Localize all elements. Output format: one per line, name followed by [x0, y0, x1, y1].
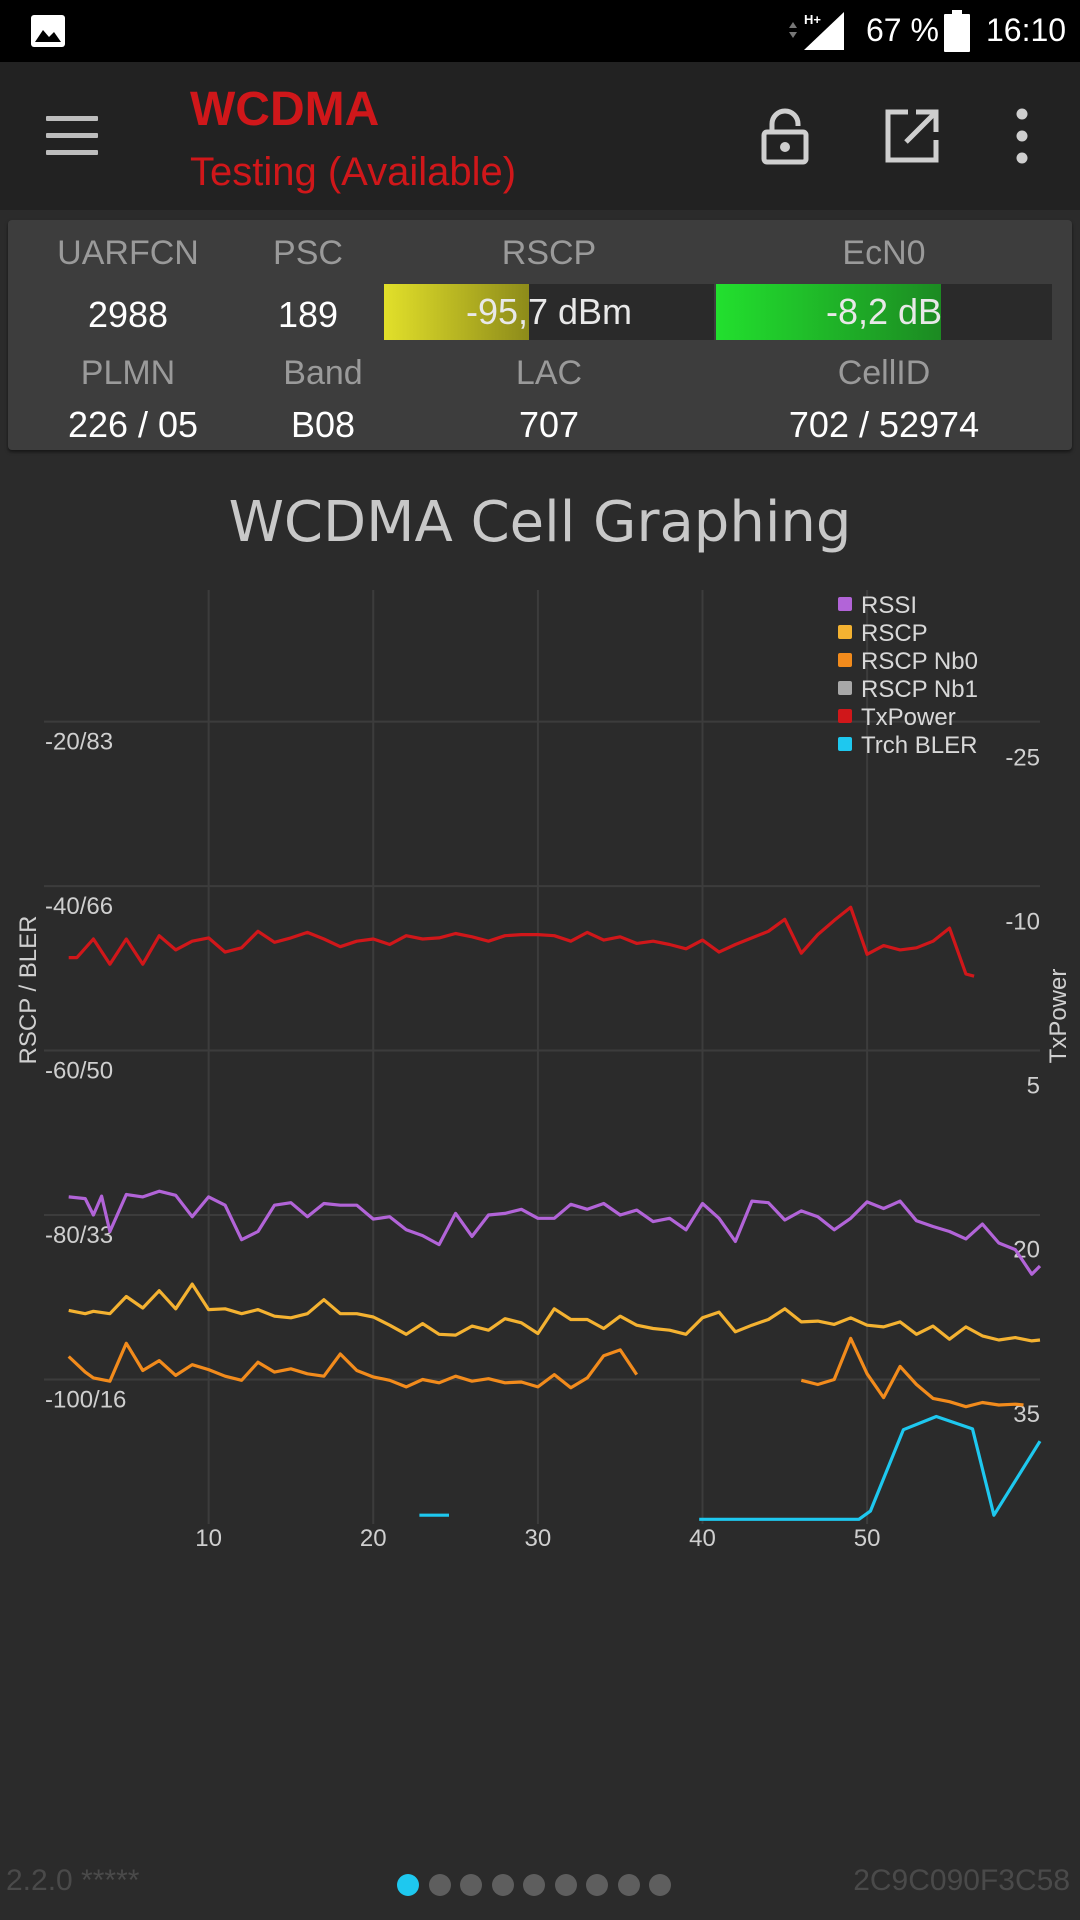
- y2-tick-label: -10: [1005, 908, 1040, 935]
- band-value: B08: [290, 404, 356, 445]
- rscp-level-bar: -95,7 dBm: [384, 284, 714, 340]
- uarfcn-label: UARFCN: [57, 234, 199, 272]
- series-trch-bler-line: [419, 1414, 1042, 1521]
- ecn0-value: -8,2 dB: [825, 291, 943, 332]
- lock-icon[interactable]: [749, 100, 821, 172]
- status-bar: H+ 67 % 16:10: [0, 0, 1080, 62]
- legend-label: Trch BLER: [861, 732, 977, 759]
- clock: 16:10: [986, 12, 1067, 48]
- lac-label: LAC: [515, 354, 583, 392]
- ecn0-level-fill: [716, 284, 942, 340]
- legend-label: RSCP Nb1: [861, 676, 978, 703]
- y-tick-label: -100/16: [45, 1387, 126, 1414]
- legend-swatch: [838, 597, 852, 611]
- y-tick-label: -60/50: [45, 1058, 113, 1085]
- battery-icon: [944, 10, 970, 52]
- legend-swatch: [838, 737, 852, 751]
- y-tick-label: -40/66: [45, 893, 113, 920]
- page-dot[interactable]: [554, 1874, 577, 1896]
- page-dot[interactable]: [523, 1874, 545, 1896]
- y-tick-label: -80/33: [45, 1222, 113, 1249]
- legend-swatch: [838, 625, 852, 639]
- legend-label: RSCP Nb0: [861, 648, 978, 675]
- rscp-value: -95,7 dBm: [465, 291, 633, 332]
- ecn0-level-bar: -8,2 dB: [716, 284, 1052, 340]
- plmn-label: PLMN: [80, 354, 176, 392]
- psc-label: PSC: [273, 234, 343, 272]
- rscp-level-fill: [384, 284, 530, 340]
- legend-label: RSCP: [861, 620, 928, 647]
- cell-info-panel: UARFCN PSC RSCP EcN0 2988 189 -95,7 dBm …: [8, 220, 1072, 450]
- y2-tick-label: 20: [1013, 1237, 1040, 1264]
- gallery-notification-icon: [31, 15, 65, 47]
- uarfcn-value: 2988: [87, 294, 169, 335]
- x-tick-label: 30: [525, 1525, 552, 1552]
- legend-label: TxPower: [861, 704, 956, 731]
- page-dot[interactable]: [586, 1874, 608, 1896]
- battery-percent: 67 %: [866, 12, 939, 48]
- x-tick-label: 20: [360, 1525, 387, 1552]
- signal-icon: H+: [789, 12, 844, 50]
- legend-swatch: [838, 709, 852, 723]
- y-axis-title: RSCP / BLER: [15, 916, 42, 1065]
- cell-graph-chart[interactable]: 10 20 30 40 50 -20/83 -40/66 -60/50 -80/33 -100/1…: [0, 560, 1080, 1560]
- y2-tick-label: 5: [1027, 1073, 1040, 1100]
- series-rscp-nb0-line: [67, 1336, 1024, 1409]
- legend-label: RSSI: [861, 592, 917, 619]
- page-dot[interactable]: [649, 1874, 671, 1896]
- ecn0-label: EcN0: [842, 234, 926, 272]
- x-tick-label: 10: [195, 1525, 222, 1552]
- open-in-new-icon[interactable]: [876, 100, 948, 172]
- x-tick-label: 50: [854, 1525, 881, 1552]
- page-dot[interactable]: [617, 1874, 640, 1896]
- page-dot[interactable]: [491, 1874, 514, 1896]
- toolbar-title: WCDMA: [190, 83, 380, 136]
- y2-axis-title: TxPower: [1045, 969, 1072, 1064]
- more-vert-icon[interactable]: [986, 100, 1058, 172]
- band-label: Band: [283, 354, 363, 392]
- series-rscp-line: [68, 1282, 1041, 1343]
- app-version: 2.2.0 *****: [6, 1864, 140, 1897]
- rscp-label: RSCP: [501, 234, 597, 272]
- chart-title: WCDMA Cell Graphing: [228, 490, 852, 555]
- legend-swatch: [838, 681, 852, 695]
- series-txpower-line: [68, 905, 975, 978]
- x-tick-label: 40: [689, 1525, 716, 1552]
- menu-icon[interactable]: [46, 116, 98, 156]
- device-id: 2C9C090F3C58: [853, 1864, 1070, 1897]
- network-type-text: H+: [804, 12, 821, 27]
- y-tick-label: -20/83: [45, 729, 113, 756]
- page-dot[interactable]: [397, 1874, 419, 1896]
- legend-swatch: [838, 653, 852, 667]
- toolbar-subtitle: Testing (Available): [190, 150, 517, 194]
- series-rssi-line: [68, 1189, 1042, 1276]
- page-dot[interactable]: [460, 1874, 482, 1896]
- psc-value: 189: [277, 294, 339, 335]
- lac-value: 707: [518, 404, 580, 445]
- plmn-value: 226 / 05: [67, 404, 199, 445]
- app-toolbar: WCDMA Testing (Available): [0, 62, 1080, 210]
- page-dot[interactable]: [428, 1874, 451, 1896]
- y2-tick-label: -25: [1005, 744, 1040, 771]
- cellid-label: CellID: [837, 354, 931, 392]
- cellid-value: 702 / 52974: [788, 404, 980, 445]
